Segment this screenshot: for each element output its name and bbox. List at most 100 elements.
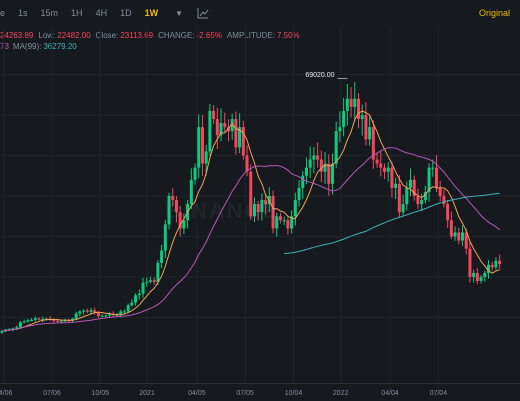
candle-body xyxy=(338,127,342,132)
candle-body xyxy=(319,159,323,172)
candle-body xyxy=(219,123,223,136)
candle-body xyxy=(308,159,312,168)
candle-body xyxy=(234,119,238,148)
candle-body xyxy=(141,282,145,294)
candle-body xyxy=(108,314,112,316)
candle-body xyxy=(160,250,164,263)
candle-body xyxy=(197,127,201,168)
ma-info-row: 73 MA(99): 36279.20 xyxy=(0,42,77,51)
candle-body xyxy=(416,196,420,205)
candle-body xyxy=(327,163,331,184)
candle-body xyxy=(408,179,412,188)
x-tick-label: 2022 xyxy=(332,390,349,397)
candle-body xyxy=(145,281,149,283)
partial-toolbar-label[interactable]: e xyxy=(0,8,6,18)
candle-body xyxy=(461,232,465,241)
candle-body xyxy=(412,179,416,196)
candle-body xyxy=(394,183,398,188)
candle-body xyxy=(342,110,346,128)
candle-body xyxy=(431,167,435,169)
candle-body xyxy=(475,272,479,282)
candle-body xyxy=(405,187,409,205)
candle-body xyxy=(59,320,63,322)
interval-1s[interactable]: 1s xyxy=(18,8,28,18)
candle-body xyxy=(301,175,305,188)
candle-body xyxy=(11,328,15,330)
close-label: Close: xyxy=(95,31,119,40)
candle-body xyxy=(56,320,60,322)
candle-body xyxy=(401,204,405,213)
candle-body xyxy=(290,216,294,229)
interval-4h[interactable]: 4H xyxy=(95,8,108,18)
x-tick-label: 04/06 xyxy=(0,390,13,397)
candle-body xyxy=(356,98,360,120)
candle-body xyxy=(264,200,268,205)
candle-body xyxy=(111,314,115,316)
more-intervals-dropdown-icon[interactable]: ▼ xyxy=(175,8,184,18)
candle-body xyxy=(67,320,71,322)
candle-body xyxy=(323,163,327,172)
candle-body xyxy=(446,204,450,221)
interval-1w[interactable]: 1W xyxy=(144,8,159,18)
candle-body xyxy=(156,262,160,282)
candle-body xyxy=(249,171,253,217)
original-view-tab[interactable]: Original xyxy=(478,8,510,18)
candle-body xyxy=(256,204,260,213)
indicator-chart-icon[interactable] xyxy=(197,7,209,19)
interval-1h[interactable]: 1H xyxy=(71,8,83,18)
x-tick-label: 07/04 xyxy=(429,390,448,397)
candle-body xyxy=(260,200,264,213)
ma99-value: 36279.20 xyxy=(43,42,77,51)
candle-body xyxy=(52,319,56,321)
change-label: CHANGE: xyxy=(158,31,195,40)
candle-body xyxy=(85,310,89,312)
candle-body xyxy=(0,331,4,333)
x-axis: 04/06 07/06 10/05 2021 04/05 07/05 10/04 2022 04… xyxy=(0,383,520,401)
candle-body xyxy=(182,220,186,229)
candle-body xyxy=(382,167,386,172)
candle-body xyxy=(479,277,483,282)
candlestick-chart[interactable] xyxy=(0,0,520,383)
candle-body xyxy=(464,232,468,249)
candle-body xyxy=(494,260,498,268)
candle-body xyxy=(375,159,379,164)
candle-body xyxy=(171,196,175,201)
candle-body xyxy=(96,312,100,317)
interval-1d[interactable]: 1D xyxy=(120,8,132,18)
x-tick-label: 04/05 xyxy=(188,390,206,397)
candle-body xyxy=(208,110,212,152)
candle-body xyxy=(37,318,41,320)
candle-body xyxy=(345,98,349,111)
x-tick-label: 2021 xyxy=(139,390,155,397)
change-value: -2.65% xyxy=(196,31,222,40)
candle-body xyxy=(252,204,256,217)
candle-body xyxy=(167,196,171,225)
ma-partial-value: 73 xyxy=(0,42,9,51)
candle-body xyxy=(304,167,308,176)
candle-body xyxy=(78,311,82,314)
candle-body xyxy=(100,315,104,317)
candle-body xyxy=(286,220,290,229)
candle-body xyxy=(293,200,297,217)
x-tick-label: 10/04 xyxy=(284,390,303,397)
candle-body xyxy=(312,155,316,160)
candle-body xyxy=(420,200,424,205)
candle-body xyxy=(334,131,338,164)
candle-body xyxy=(498,260,502,265)
candle-body xyxy=(215,119,219,136)
candle-body xyxy=(371,127,375,160)
interval-15m[interactable]: 15m xyxy=(40,8,59,18)
candle-body xyxy=(130,302,134,306)
ma-long-line xyxy=(284,192,500,255)
candle-body xyxy=(126,305,130,312)
candle-body xyxy=(230,119,234,132)
candle-body xyxy=(63,320,67,322)
candle-body xyxy=(278,216,282,221)
candle-body xyxy=(282,220,286,222)
candle-body xyxy=(438,187,442,196)
candle-body xyxy=(174,200,178,213)
candle-body xyxy=(472,272,476,277)
x-tick-label: 07/05 xyxy=(236,390,254,397)
candle-body xyxy=(483,272,487,277)
candle-body xyxy=(226,127,230,132)
